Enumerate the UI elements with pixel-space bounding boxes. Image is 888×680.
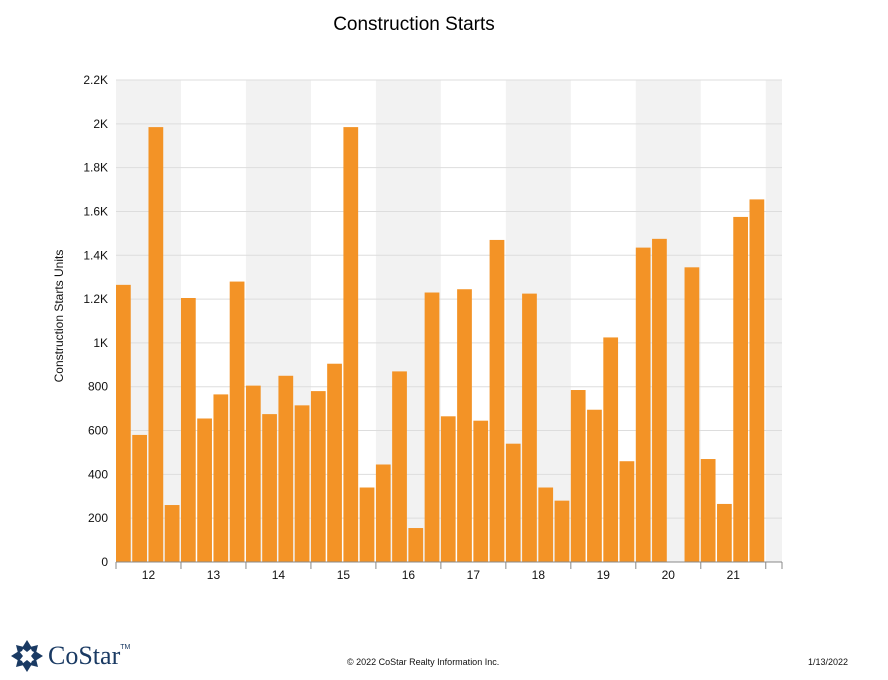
x-tick-label: 21: [727, 568, 741, 582]
bar: [392, 371, 407, 562]
bar: [619, 461, 635, 562]
x-tick-label: 19: [597, 568, 611, 582]
report-date: 1/13/2022: [807, 657, 848, 667]
bar: [294, 405, 310, 562]
bar: [440, 416, 456, 562]
copyright-text: © 2022 CoStar Realty Information Inc.: [347, 657, 500, 667]
y-tick-label: 600: [88, 424, 108, 438]
costar-star-icon: [11, 640, 43, 672]
y-tick-label: 1.8K: [83, 161, 108, 175]
bar: [148, 127, 164, 562]
bar: [310, 391, 326, 562]
bar: [457, 289, 472, 562]
bar: [684, 267, 700, 562]
bar: [635, 247, 651, 562]
x-tick-label: 18: [532, 568, 546, 582]
bar: [229, 281, 245, 562]
y-axis-title: Construction Starts Units: [52, 250, 66, 383]
bar: [116, 284, 131, 562]
bar: [132, 434, 147, 562]
y-tick-label: 2K: [93, 117, 108, 131]
bar: [327, 363, 342, 562]
x-tick-labels: 12 13 14 15 16 17 18 19 20 21: [142, 568, 740, 582]
bar: [603, 337, 619, 562]
bar: [700, 459, 716, 562]
y-tick-label: 1.6K: [83, 204, 108, 218]
costar-logo: CoStar TM: [10, 638, 130, 674]
bar: [587, 409, 602, 562]
bar: [359, 487, 375, 562]
y-tick-label: 400: [88, 467, 108, 481]
bar: [213, 394, 229, 562]
bar: [473, 420, 489, 562]
y-tick-label: 0: [101, 555, 108, 569]
y-tick-label: 1.2K: [83, 292, 108, 306]
y-tick-label: 1.4K: [83, 248, 108, 262]
bar: [489, 239, 505, 562]
x-tick-label: 17: [467, 568, 481, 582]
x-tick-label: 12: [142, 568, 156, 582]
bar: [408, 528, 424, 562]
x-tick-label: 15: [337, 568, 351, 582]
y-tick-label: 800: [88, 380, 108, 394]
bar: [749, 199, 765, 562]
bar: [164, 505, 180, 562]
chart-title: Construction Starts: [333, 14, 495, 35]
bar: [343, 127, 359, 562]
bar: [278, 375, 294, 562]
bar: [375, 464, 391, 562]
year-band: [765, 80, 782, 562]
bar: [538, 487, 554, 562]
bar: [554, 500, 570, 562]
bar: [197, 418, 212, 562]
y-tick-label: 2.2K: [83, 73, 108, 87]
bar: [570, 390, 586, 562]
y-tick-labels: 0 200 400 600 800 1K 1.2K 1.4K 1.6K 1.8K 2K 2.2K: [83, 73, 108, 569]
bar: [262, 414, 277, 562]
bar: [652, 238, 667, 562]
x-tick-label: 20: [662, 568, 676, 582]
bar: [245, 385, 261, 562]
gridlines: [116, 79, 782, 519]
bar: [733, 216, 749, 562]
y-tick-label: 200: [88, 511, 108, 525]
y-tick-label: 1K: [93, 336, 108, 350]
logo-trademark: TM: [120, 644, 131, 651]
bar-series: [116, 127, 765, 562]
x-tick-label: 16: [402, 568, 416, 582]
axes: [115, 561, 783, 569]
bar: [717, 503, 732, 562]
logo-text: CoStar: [48, 641, 121, 670]
bar: [180, 297, 196, 562]
chart-plot: 0 200 400 600 800 1K 1.2K 1.4K 1.6K 1.8K 2K 2.2K 12…: [52, 73, 783, 582]
x-tick-label: 13: [207, 568, 221, 582]
bar: [424, 292, 440, 562]
x-tick-label: 14: [272, 568, 286, 582]
bar: [522, 293, 537, 562]
bar: [505, 443, 521, 562]
